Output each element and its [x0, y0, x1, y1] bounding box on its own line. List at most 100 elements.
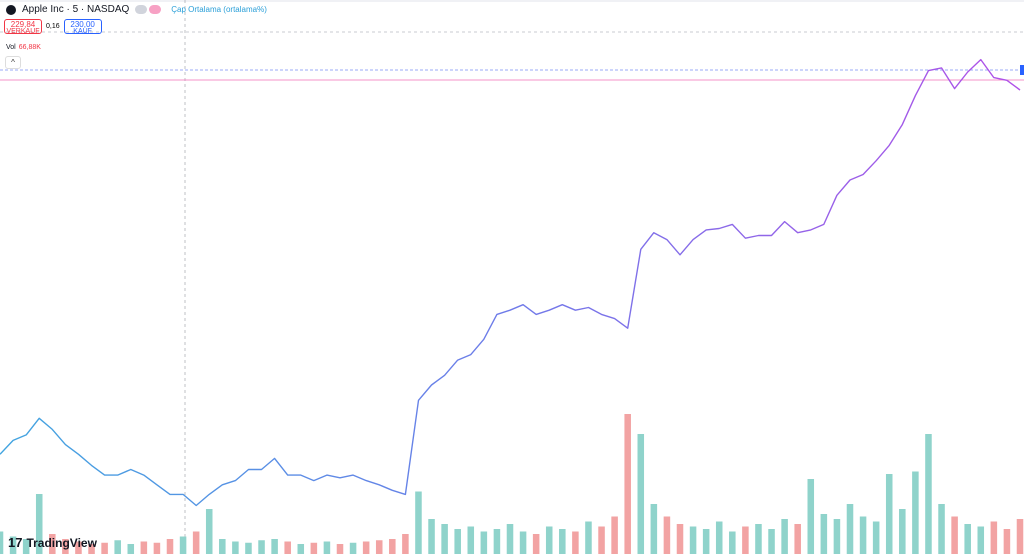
volume-bar [872, 521, 880, 554]
volume-bar [650, 504, 658, 554]
sell-button[interactable]: 229,84 VERKAUF [4, 19, 42, 35]
volume-value: 66,88K [18, 44, 41, 51]
volume-bar [35, 494, 43, 554]
buy-button[interactable]: 230,00 KAUF [63, 19, 102, 35]
volume-bar [153, 542, 161, 554]
volume-bar [572, 531, 579, 554]
price-tag [1020, 65, 1024, 75]
volume-bar [271, 539, 278, 554]
volume-bar [62, 539, 69, 554]
volume-bar [441, 524, 448, 554]
volume-bar [179, 536, 187, 554]
volume-bar [768, 529, 775, 554]
volume-legend: Vol 66,88K [6, 44, 41, 51]
volume-bar [166, 539, 174, 554]
volume-bar [75, 541, 82, 554]
volume-bar [140, 541, 148, 554]
volume-bar [689, 526, 697, 554]
header: Apple Inc · 5 · NASDAQ Çap Ortalama (ort… [6, 4, 267, 15]
volume-bar [964, 524, 971, 554]
volume-bar [9, 536, 17, 554]
price-line [0, 58, 1021, 507]
quotes: 229,84 VERKAUF 0,16 230,00 KAUF [4, 19, 102, 35]
volume-bar [22, 539, 30, 554]
volume-bar [755, 524, 762, 554]
volume-bar [951, 516, 958, 554]
volume-bar [781, 519, 788, 554]
volume-bar [938, 504, 945, 554]
volume-bar [742, 526, 749, 554]
volume-bar [127, 544, 135, 554]
volume-bar [885, 474, 893, 554]
volume-bar [585, 521, 592, 554]
volume-bar [467, 526, 475, 554]
volume-bar [323, 541, 331, 554]
volume-bar [101, 542, 108, 554]
volume-bar [284, 541, 291, 554]
volume-bar [1003, 529, 1011, 554]
sell-price: 229,84 [10, 20, 36, 29]
indicator-name: Çap Ortalama (ortalama%) [171, 5, 267, 14]
volume-bar [859, 516, 867, 554]
volume-bar [245, 542, 252, 554]
volume-bar [899, 509, 906, 554]
symbol-logo [6, 4, 16, 15]
volume-bar [114, 540, 121, 554]
volume-bar [402, 534, 409, 554]
volume-bar [493, 529, 501, 554]
volume-bar [258, 540, 265, 554]
volume-bar [729, 531, 736, 554]
brand: 17 TradingView [8, 535, 97, 550]
volume-bar [480, 531, 488, 554]
volume-bar [297, 544, 305, 554]
volume-bar [192, 531, 200, 554]
spread: 0,16 [46, 23, 60, 30]
volume-bar [807, 479, 815, 554]
volume-bar [219, 539, 226, 554]
buy-price: 230,00 [70, 20, 95, 29]
volume-bar [232, 541, 239, 554]
volume-bar [428, 519, 435, 554]
volume-bar [506, 524, 514, 554]
volume-bar [611, 516, 618, 554]
volume-bar [912, 471, 919, 554]
volume-bar [846, 504, 854, 554]
volume-bar [532, 534, 540, 554]
chart-title: Apple Inc · 5 · NASDAQ [22, 4, 130, 15]
volume-bar [624, 414, 631, 554]
volume-bar [362, 541, 370, 554]
volume-bar [637, 434, 645, 554]
brand-name: TradingView [26, 535, 97, 550]
volume-bar [310, 542, 318, 554]
volume-bar [559, 529, 566, 554]
volume-bar [1016, 519, 1024, 554]
volume-bar [833, 519, 841, 554]
volume-bar [0, 531, 4, 554]
volume-bar [977, 526, 985, 554]
volume-bar [794, 524, 801, 554]
volume-bar [545, 526, 553, 554]
volume-bar [663, 516, 671, 554]
volume-bar [375, 540, 383, 554]
volume-bar [925, 434, 932, 554]
volume-bar [820, 514, 828, 554]
buy-label: KAUF [73, 28, 92, 35]
volume-bar [454, 529, 461, 554]
volume-bar [676, 524, 684, 554]
volume-bar [598, 526, 605, 554]
volume-bar [389, 539, 396, 554]
volume-bar [990, 521, 998, 554]
volume-bar [205, 509, 213, 554]
volume-name: Vol [6, 44, 16, 51]
collapse-button[interactable]: ^ [5, 56, 21, 69]
volume-bar [349, 542, 357, 554]
volume-bar [88, 544, 95, 554]
volume-bar [415, 491, 422, 554]
toggles[interactable] [135, 5, 162, 14]
sell-label: VERKAUF [6, 28, 40, 35]
volume-bar [702, 529, 710, 554]
volume-bar [336, 544, 344, 554]
volume-bar [715, 521, 723, 554]
